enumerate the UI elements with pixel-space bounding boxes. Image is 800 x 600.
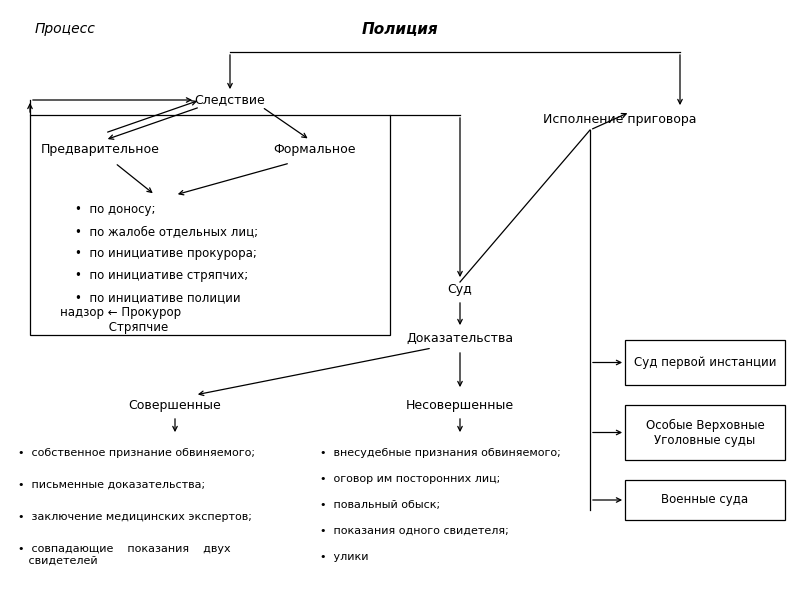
Text: Суд первой инстанции: Суд первой инстанции [634,356,776,369]
Text: •  по доносу;: • по доносу; [75,203,155,217]
Text: Особые Верховные
Уголовные суды: Особые Верховные Уголовные суды [646,418,764,446]
Text: •  улики: • улики [320,552,369,562]
Text: Полиция: Полиция [362,22,438,37]
Text: Суд: Суд [448,283,472,296]
Bar [625,480,785,520]
Text: •  совпадающие    показания    двух
   свидетелей: • совпадающие показания двух свидетелей [18,544,230,566]
Text: •  показания одного свидетеля;: • показания одного свидетеля; [320,526,509,536]
Bar [30,115,390,335]
Bar [625,405,785,460]
Text: •  оговор им посторонних лиц;: • оговор им посторонних лиц; [320,474,500,484]
Text: Процесс: Процесс [35,22,96,36]
Text: Предварительное: Предварительное [41,143,159,157]
Text: Следствие: Следствие [194,94,266,107]
Text: надзор ← Прокурор
             Стряпчие: надзор ← Прокурор Стряпчие [60,306,181,334]
Text: •  собственное признание обвиняемого;: • собственное признание обвиняемого; [18,448,255,458]
Text: •  заключение медицинских экспертов;: • заключение медицинских экспертов; [18,512,252,522]
Text: •  по инициативе полиции: • по инициативе полиции [75,292,241,304]
Text: Формальное: Формальное [274,143,356,157]
Text: •  по инициативе стряпчих;: • по инициативе стряпчих; [75,269,248,283]
Text: •  повальный обыск;: • повальный обыск; [320,500,440,510]
Text: Совершенные: Совершенные [129,398,222,412]
Text: •  внесудебные признания обвиняемого;: • внесудебные признания обвиняемого; [320,448,561,458]
Text: •  письменные доказательства;: • письменные доказательства; [18,480,205,490]
Text: Доказательства: Доказательства [406,331,514,344]
Text: •  по жалобе отдельных лиц;: • по жалобе отдельных лиц; [75,226,258,238]
Bar [625,340,785,385]
Text: Исполнение приговора: Исполнение приговора [543,113,697,127]
Text: Военные суда: Военные суда [662,493,749,506]
Text: •  по инициативе прокурора;: • по инициативе прокурора; [75,247,257,260]
Text: Несовершенные: Несовершенные [406,398,514,412]
